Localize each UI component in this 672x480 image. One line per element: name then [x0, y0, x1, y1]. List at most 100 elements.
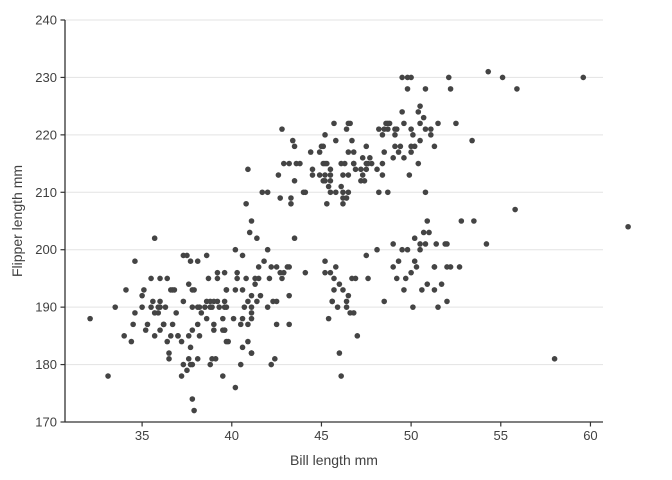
data-point — [420, 229, 427, 236]
data-point — [331, 275, 337, 282]
data-point — [277, 195, 284, 201]
data-point — [257, 292, 264, 299]
data-point — [349, 137, 355, 144]
data-point — [185, 333, 192, 339]
data-point — [221, 269, 228, 276]
data-point — [168, 287, 174, 293]
data-point — [374, 166, 380, 173]
data-point — [255, 264, 262, 270]
data-point — [390, 155, 396, 161]
data-point — [289, 137, 296, 144]
data-point — [325, 315, 332, 322]
data-point — [223, 287, 230, 293]
data-point — [288, 195, 294, 201]
data-point — [248, 310, 255, 316]
data-point — [551, 356, 558, 362]
data-point — [428, 126, 434, 132]
data-point — [184, 252, 190, 259]
data-point — [246, 229, 253, 236]
data-point — [365, 275, 371, 282]
data-point — [408, 126, 414, 132]
data-point — [243, 200, 249, 207]
y-tick-label: 210 — [35, 185, 57, 200]
data-point — [316, 149, 323, 155]
data-point — [345, 172, 352, 178]
data-point — [325, 183, 332, 190]
data-point — [148, 275, 154, 282]
x-axis-title: Bill length mm — [290, 452, 378, 468]
data-point — [151, 333, 158, 339]
y-tick-label: 200 — [35, 242, 57, 257]
data-point — [401, 155, 407, 161]
data-point — [327, 189, 334, 196]
data-point — [447, 86, 454, 92]
data-point — [187, 258, 194, 265]
data-point — [150, 298, 156, 305]
data-point — [399, 74, 405, 81]
data-point — [408, 149, 414, 155]
data-point — [184, 367, 190, 374]
data-point — [413, 264, 420, 270]
data-point — [404, 246, 411, 253]
data-point — [433, 241, 440, 247]
data-point — [358, 178, 364, 184]
data-point — [248, 304, 255, 310]
data-point — [187, 344, 194, 351]
data-point — [345, 120, 352, 127]
data-point — [352, 275, 359, 282]
data-point — [239, 315, 246, 322]
data-point — [264, 304, 271, 310]
data-point — [453, 120, 459, 127]
data-point — [322, 160, 328, 167]
data-point — [234, 269, 240, 276]
data-point — [399, 109, 405, 115]
data-point — [275, 172, 282, 178]
data-point — [273, 321, 280, 328]
data-point — [406, 172, 413, 178]
data-point — [139, 292, 145, 299]
data-point — [332, 137, 339, 144]
data-point — [422, 189, 429, 196]
data-point — [157, 275, 163, 282]
data-point — [302, 269, 309, 276]
data-point — [445, 74, 452, 81]
data-point — [428, 132, 434, 138]
data-point — [345, 292, 352, 299]
data-point — [166, 356, 172, 362]
data-point — [196, 304, 203, 310]
data-point — [309, 172, 316, 178]
data-point — [625, 223, 631, 230]
data-point — [336, 281, 343, 287]
data-point — [485, 68, 492, 75]
data-point — [410, 132, 416, 138]
data-point — [211, 321, 217, 328]
data-point — [105, 373, 111, 379]
y-tick-label: 240 — [35, 13, 57, 28]
data-point — [112, 304, 119, 310]
data-point — [198, 310, 205, 316]
data-point — [363, 160, 370, 167]
data-point — [286, 321, 292, 328]
data-point — [381, 298, 388, 305]
data-point — [123, 287, 129, 293]
data-point — [422, 86, 429, 92]
data-point — [345, 189, 352, 196]
data-point — [180, 298, 187, 305]
data-point — [194, 321, 201, 328]
data-point — [379, 172, 386, 178]
data-point — [221, 327, 228, 333]
data-point — [300, 189, 307, 196]
data-point — [350, 310, 357, 316]
data-point — [329, 298, 336, 305]
data-point — [363, 143, 370, 150]
data-point — [340, 287, 346, 293]
data-point — [363, 166, 370, 173]
data-point — [415, 109, 422, 115]
data-point — [185, 281, 192, 287]
data-point — [230, 315, 237, 322]
data-point — [411, 235, 418, 242]
data-point — [223, 304, 230, 310]
data-point — [458, 218, 465, 224]
data-point — [401, 287, 407, 293]
data-point — [392, 132, 398, 138]
